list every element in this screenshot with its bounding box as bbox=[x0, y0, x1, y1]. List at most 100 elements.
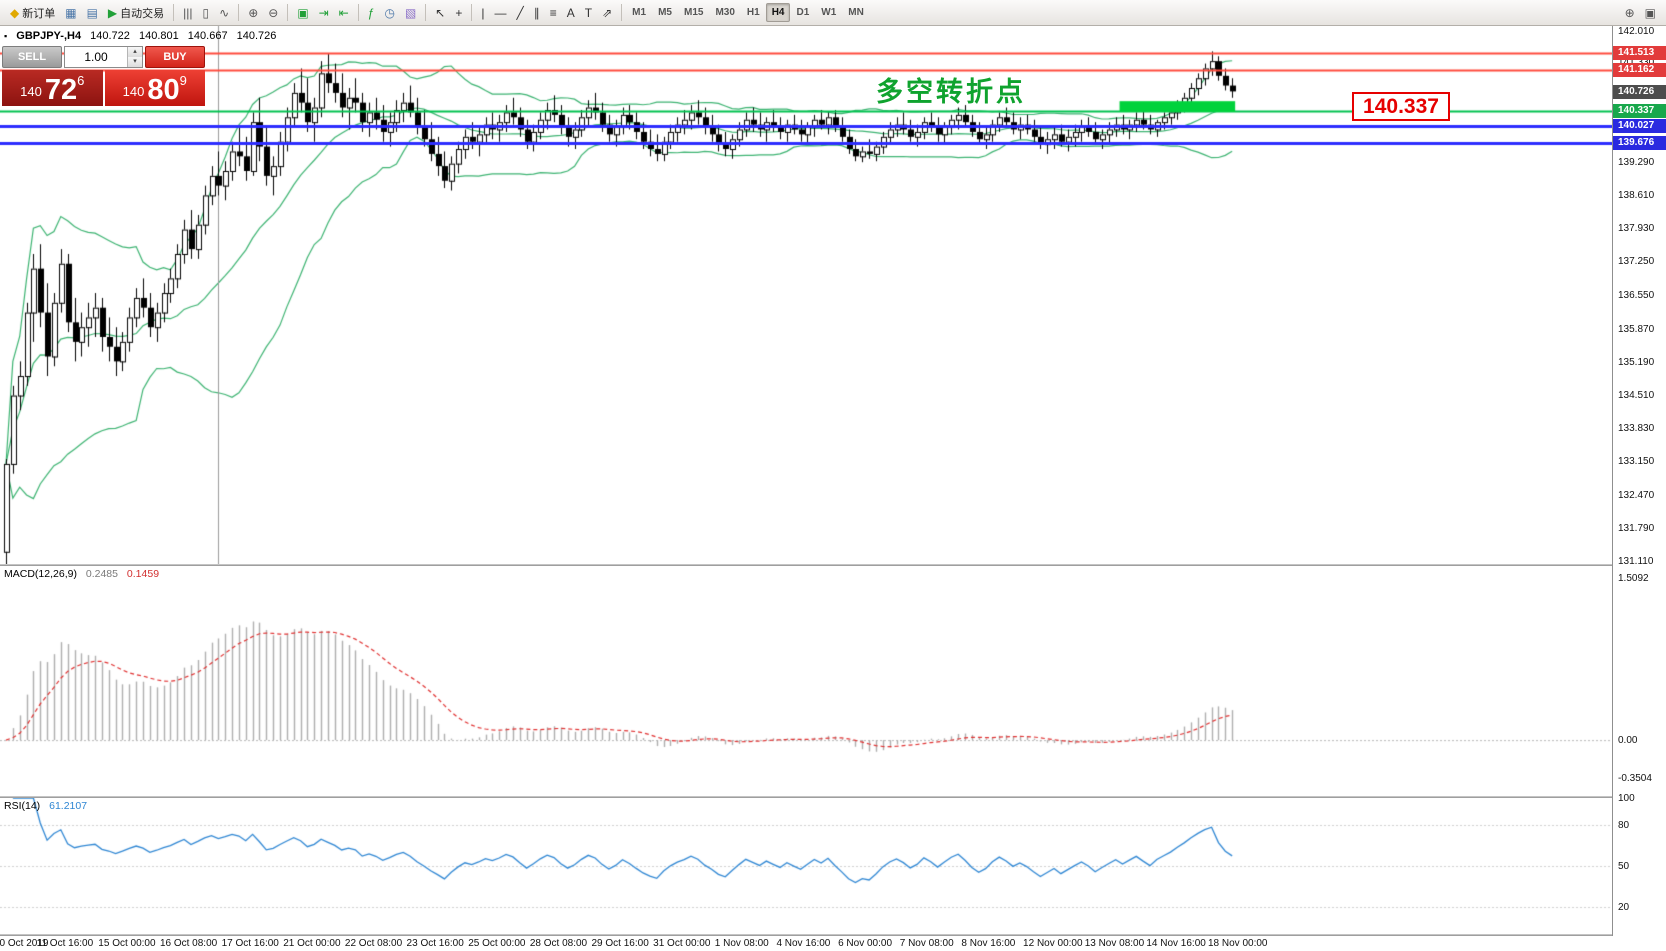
auto-scroll-button[interactable]: ⇥ bbox=[314, 2, 334, 24]
trendline-icon: ╱ bbox=[516, 5, 524, 20]
sell-price-main: 72 bbox=[44, 74, 78, 107]
timeframe-h4[interactable]: H4 bbox=[765, 3, 791, 22]
toolbar: ◆ 新订单 ▦ ▤ ▶ 自动交易 ||| ▯ ∿ ⊕ ⊖ ▣ ⇥ ⇤ ƒ ◷ ▧ ↖ + | — ╱ ∥ ≡ A T ⇗ M1 M5 M… bbox=[0, 0, 1666, 26]
arrows-button[interactable]: ⇗ bbox=[597, 2, 617, 24]
zoom-search-button[interactable]: ⊕ bbox=[1620, 2, 1640, 24]
scale-tick: 133.150 bbox=[1618, 456, 1655, 468]
price-chart[interactable] bbox=[0, 26, 1612, 564]
time-axis-label: 10 Oct 2019 bbox=[0, 938, 49, 949]
timeframe-mn[interactable]: MN bbox=[848, 7, 864, 18]
candle-chart-button[interactable]: ▯ bbox=[198, 2, 215, 24]
buy-price-box[interactable]: 140 80 9 bbox=[104, 70, 205, 107]
time-axis-label: 29 Oct 16:00 bbox=[591, 938, 649, 949]
auto-trading-button[interactable]: ▶ 自动交易 bbox=[103, 2, 169, 24]
arrows-icon: ⇗ bbox=[602, 5, 613, 20]
text-icon: A bbox=[566, 5, 575, 20]
pane-splitter[interactable] bbox=[0, 796, 1666, 798]
scale-tick: 139.290 bbox=[1618, 156, 1655, 168]
profiles-button[interactable]: ▤ bbox=[82, 2, 103, 24]
new-chart-icon: ▦ bbox=[65, 5, 77, 20]
time-axis-label: 6 Nov 00:00 bbox=[838, 938, 893, 949]
auto-trading-label: 自动交易 bbox=[120, 7, 165, 20]
vertical-line-button[interactable]: | bbox=[476, 2, 489, 24]
price-level-label[interactable]: 140.337 bbox=[1352, 92, 1450, 121]
time-axis-label: 12 Nov 00:00 bbox=[1023, 938, 1083, 949]
symbol-name: GBPJPY-,H4 bbox=[16, 30, 82, 42]
chart-annotation-text[interactable]: 多空转折点 bbox=[876, 77, 1026, 107]
macd-value-main: 0.2485 bbox=[85, 568, 118, 580]
cursor-button[interactable]: ↖ bbox=[430, 2, 450, 24]
chart-icon: ▪ bbox=[4, 31, 8, 41]
timeframe-m5[interactable]: M5 bbox=[658, 7, 672, 18]
scale-tick: 135.870 bbox=[1618, 323, 1655, 335]
time-axis-label: 23 Oct 16:00 bbox=[406, 938, 464, 949]
zoom-in-icon: ⊕ bbox=[248, 5, 259, 20]
time-axis-label: 7 Nov 08:00 bbox=[899, 938, 954, 949]
pane-splitter[interactable] bbox=[0, 934, 1666, 936]
time-axis-label: 11 Oct 16:00 bbox=[36, 938, 94, 949]
horizontal-line-button[interactable]: — bbox=[490, 2, 512, 24]
macd-chart[interactable] bbox=[0, 566, 1612, 796]
timeframe-m30[interactable]: M30 bbox=[715, 7, 735, 18]
rsi-chart[interactable] bbox=[0, 798, 1612, 934]
timeframe-d1[interactable]: D1 bbox=[796, 7, 810, 18]
chart-shift-button[interactable]: ⇤ bbox=[334, 2, 354, 24]
scale-tick: 132.470 bbox=[1618, 489, 1655, 501]
fibonacci-button[interactable]: ≡ bbox=[545, 2, 562, 24]
sell-price-box[interactable]: 140 72 6 bbox=[2, 70, 103, 106]
buy-price-main: 80 bbox=[147, 74, 180, 107]
window-list-icon: ▣ bbox=[1644, 5, 1656, 20]
equidistant-channel-button[interactable]: ∥ bbox=[529, 2, 545, 24]
trendline-button[interactable]: ╱ bbox=[512, 2, 529, 24]
volume-down-button[interactable]: ▾ bbox=[128, 57, 142, 67]
timeframe-m15[interactable]: M15 bbox=[683, 7, 704, 18]
ohlc-high: 140.801 bbox=[138, 30, 179, 42]
text-label-button[interactable]: T bbox=[580, 2, 597, 24]
text-button[interactable]: A bbox=[562, 2, 580, 24]
sell-button[interactable]: SELL bbox=[2, 46, 62, 68]
zoom-in-button[interactable]: ⊕ bbox=[243, 2, 263, 24]
scale-tick: 135.190 bbox=[1618, 356, 1655, 368]
scale-tick: 138.610 bbox=[1618, 189, 1655, 201]
scale-tick: 80 bbox=[1618, 820, 1630, 832]
scale-tick: 0.00 bbox=[1618, 735, 1638, 747]
new-chart-button[interactable]: ▦ bbox=[60, 2, 81, 24]
time-axis-label: 18 Nov 00:00 bbox=[1208, 938, 1268, 949]
scale-tick: 131.110 bbox=[1618, 556, 1654, 568]
timeframe-h1[interactable]: H1 bbox=[746, 7, 760, 18]
indicators-button[interactable]: ƒ bbox=[363, 2, 380, 24]
line-chart-icon: ∿ bbox=[219, 5, 230, 20]
tile-windows-button[interactable]: ▣ bbox=[292, 2, 313, 24]
time-axis-label: 28 Oct 08:00 bbox=[529, 938, 588, 949]
price-badge: 140.337 bbox=[1613, 103, 1666, 118]
volume-spinner[interactable]: 1.00 ▴ ▾ bbox=[64, 46, 143, 68]
time-axis-label: 1 Nov 08:00 bbox=[714, 938, 769, 949]
macd-value-signal: 0.1459 bbox=[126, 568, 160, 580]
timeframe-group: M1 M5 M15 M30 H1 H4 D1 W1 MN bbox=[626, 3, 870, 22]
equidistant-channel-icon: ∥ bbox=[533, 5, 540, 20]
timeframe-m1[interactable]: M1 bbox=[632, 7, 647, 18]
periods-button[interactable]: ◷ bbox=[379, 2, 399, 24]
time-axis-label: 4 Nov 16:00 bbox=[776, 938, 831, 949]
new-order-label: 新订单 bbox=[22, 7, 56, 20]
volume-value[interactable]: 1.00 bbox=[84, 50, 108, 64]
time-axis-label: 21 Oct 00:00 bbox=[283, 938, 341, 949]
zoom-out-button[interactable]: ⊖ bbox=[263, 2, 283, 24]
sell-price-pip: 6 bbox=[77, 73, 85, 88]
new-order-button[interactable]: ◆ 新订单 bbox=[5, 2, 60, 24]
window-list-button[interactable]: ▣ bbox=[1640, 2, 1661, 24]
templates-button[interactable]: ▧ bbox=[400, 2, 421, 24]
price-badge: 140.027 bbox=[1613, 118, 1666, 133]
volume-up-button[interactable]: ▴ bbox=[128, 47, 142, 57]
horizontal-line-icon: — bbox=[494, 5, 507, 20]
crosshair-button[interactable]: + bbox=[450, 2, 467, 24]
bar-chart-button[interactable]: ||| bbox=[178, 2, 197, 24]
pane-splitter[interactable] bbox=[0, 564, 1666, 566]
ohlc-open: 140.722 bbox=[90, 30, 130, 42]
time-axis-label: 13 Nov 08:00 bbox=[1084, 938, 1145, 949]
timeframe-w1[interactable]: W1 bbox=[821, 7, 837, 18]
line-chart-button[interactable]: ∿ bbox=[214, 2, 234, 24]
buy-button[interactable]: BUY bbox=[145, 46, 205, 68]
sell-price-prefix: 140 bbox=[20, 84, 42, 99]
